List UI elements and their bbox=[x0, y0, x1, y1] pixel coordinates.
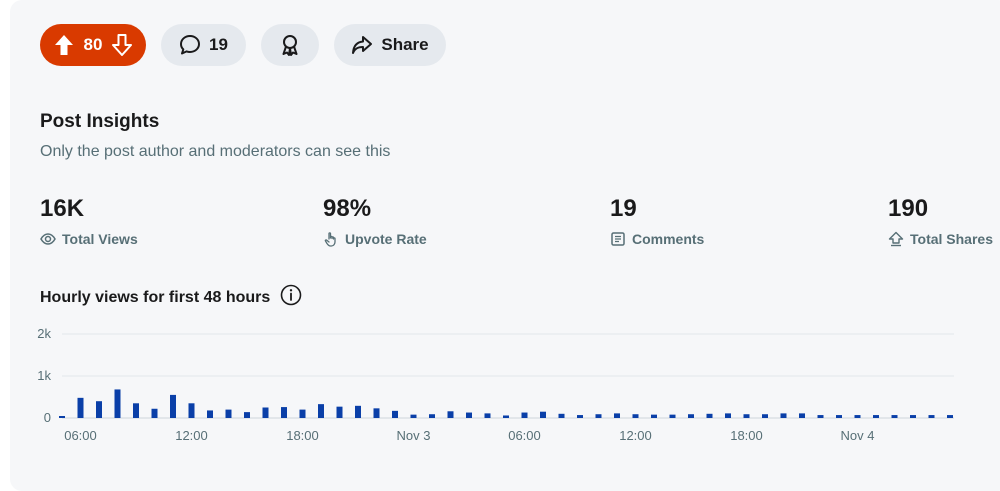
chart-bar[interactable] bbox=[521, 412, 528, 418]
stat-label: Total Views bbox=[62, 231, 138, 247]
chart-bar[interactable] bbox=[170, 394, 176, 418]
insights-subtitle: Only the post author and moderators can … bbox=[40, 143, 391, 160]
upvote-icon[interactable] bbox=[54, 34, 74, 56]
chart-bar[interactable] bbox=[743, 414, 750, 418]
stat-value: 16K bbox=[40, 195, 85, 222]
eye-icon bbox=[40, 231, 56, 247]
x-tick-label: 18:00 bbox=[730, 428, 763, 443]
chart-bar[interactable] bbox=[188, 403, 195, 418]
x-tick-label: 06:00 bbox=[508, 428, 541, 443]
info-icon[interactable] bbox=[280, 284, 302, 311]
chart-bar[interactable] bbox=[854, 415, 861, 418]
chart-bar[interactable] bbox=[817, 415, 824, 418]
chart-bar[interactable] bbox=[59, 416, 65, 418]
award-button[interactable] bbox=[261, 24, 319, 66]
stat-total-views: 16K Total Views bbox=[40, 195, 138, 248]
stat-total-shares: 190 Total Shares bbox=[888, 195, 993, 248]
chart-bar[interactable] bbox=[262, 407, 269, 419]
share-label: Share bbox=[381, 35, 429, 54]
stat-label: Upvote Rate bbox=[345, 231, 427, 247]
y-tick-label: 1k bbox=[37, 368, 51, 383]
stat-value: 98% bbox=[323, 195, 372, 222]
post-insights-panel: 80 19 Share Post Insights Only the post … bbox=[10, 0, 1000, 491]
chart-bar[interactable] bbox=[577, 415, 583, 418]
comment-count: 19 bbox=[209, 35, 228, 54]
chart-bar[interactable] bbox=[484, 413, 491, 418]
chart-bar[interactable] bbox=[595, 414, 602, 418]
chart-bar[interactable] bbox=[392, 410, 398, 418]
y-tick-label: 0 bbox=[44, 410, 51, 425]
comment-bubble-icon bbox=[179, 34, 201, 56]
chart-bar[interactable] bbox=[355, 405, 361, 418]
x-tick-label: 12:00 bbox=[619, 428, 652, 443]
x-tick-label: 18:00 bbox=[286, 428, 319, 443]
chart-bar[interactable] bbox=[429, 414, 435, 418]
chart-bar[interactable] bbox=[725, 413, 731, 418]
chart-header: Hourly views for first 48 hours bbox=[40, 284, 302, 311]
stat-comments: 19 Comments bbox=[610, 195, 705, 248]
y-tick-label: 2k bbox=[37, 326, 51, 341]
downvote-icon[interactable] bbox=[112, 34, 133, 56]
chart-bar[interactable] bbox=[373, 408, 380, 418]
hourly-views-chart: 0 1k 2k 06:00 12:00 18:00 Nov 3 06:00 12:00 18:00… bbox=[37, 326, 954, 443]
chart-bar[interactable] bbox=[780, 413, 787, 418]
chart-bar[interactable] bbox=[207, 410, 213, 418]
chart-bar[interactable] bbox=[336, 406, 343, 418]
chart-bar[interactable] bbox=[225, 409, 232, 418]
chart-bar[interactable] bbox=[910, 415, 916, 418]
chart-bar[interactable] bbox=[503, 415, 509, 418]
insights-title: Post Insights bbox=[40, 111, 160, 132]
award-ribbon-icon bbox=[279, 34, 301, 56]
share-button[interactable]: Share bbox=[334, 24, 446, 66]
x-tick-label: 12:00 bbox=[175, 428, 208, 443]
chart-bar[interactable] bbox=[558, 413, 565, 418]
share-upload-icon bbox=[888, 231, 904, 247]
share-arrow-icon bbox=[351, 35, 373, 55]
stat-upvote-rate: 98% Upvote Rate bbox=[323, 195, 427, 248]
chart-bar[interactable] bbox=[96, 401, 102, 418]
chart-bar[interactable] bbox=[318, 404, 324, 418]
vote-score: 80 bbox=[83, 35, 103, 54]
chart-bar[interactable] bbox=[762, 414, 768, 418]
chart-bar[interactable] bbox=[799, 413, 805, 418]
chart-bar[interactable] bbox=[651, 414, 657, 418]
chart-bar[interactable] bbox=[928, 415, 935, 418]
chart-bar[interactable] bbox=[836, 415, 842, 418]
stat-value: 19 bbox=[610, 195, 637, 222]
chart-bar[interactable] bbox=[299, 409, 306, 418]
chart-bar[interactable] bbox=[891, 415, 898, 418]
chart-bar[interactable] bbox=[614, 413, 620, 418]
chart-bar[interactable] bbox=[873, 415, 879, 418]
chart-bar[interactable] bbox=[447, 411, 454, 418]
chart-bar[interactable] bbox=[632, 414, 639, 418]
stat-value: 190 bbox=[888, 195, 929, 222]
chart-bar[interactable] bbox=[410, 414, 417, 418]
stat-label: Comments bbox=[632, 231, 705, 247]
chart-bar[interactable] bbox=[151, 408, 158, 418]
x-tick-label: Nov 4 bbox=[841, 428, 875, 443]
chart-title: Hourly views for first 48 hours bbox=[40, 288, 271, 306]
chart-bar[interactable] bbox=[133, 403, 139, 418]
x-tick-label: 06:00 bbox=[64, 428, 97, 443]
vote-control: 80 bbox=[40, 24, 146, 66]
comments-icon bbox=[610, 231, 626, 247]
chart-bar[interactable] bbox=[466, 412, 472, 418]
chart-bar[interactable] bbox=[244, 412, 250, 418]
stat-label: Total Shares bbox=[910, 231, 993, 247]
chart-bar[interactable] bbox=[77, 397, 84, 418]
chart-bar[interactable] bbox=[540, 411, 546, 418]
x-tick-label: Nov 3 bbox=[397, 428, 431, 443]
comments-button[interactable]: 19 bbox=[161, 24, 246, 66]
chart-bar[interactable] bbox=[706, 413, 713, 418]
chart-bar[interactable] bbox=[688, 414, 694, 418]
chart-bar[interactable] bbox=[114, 389, 121, 418]
chart-bar[interactable] bbox=[281, 407, 287, 418]
chart-bar[interactable] bbox=[669, 414, 676, 418]
hand-pointer-icon bbox=[323, 231, 339, 247]
chart-bar[interactable] bbox=[947, 415, 953, 418]
